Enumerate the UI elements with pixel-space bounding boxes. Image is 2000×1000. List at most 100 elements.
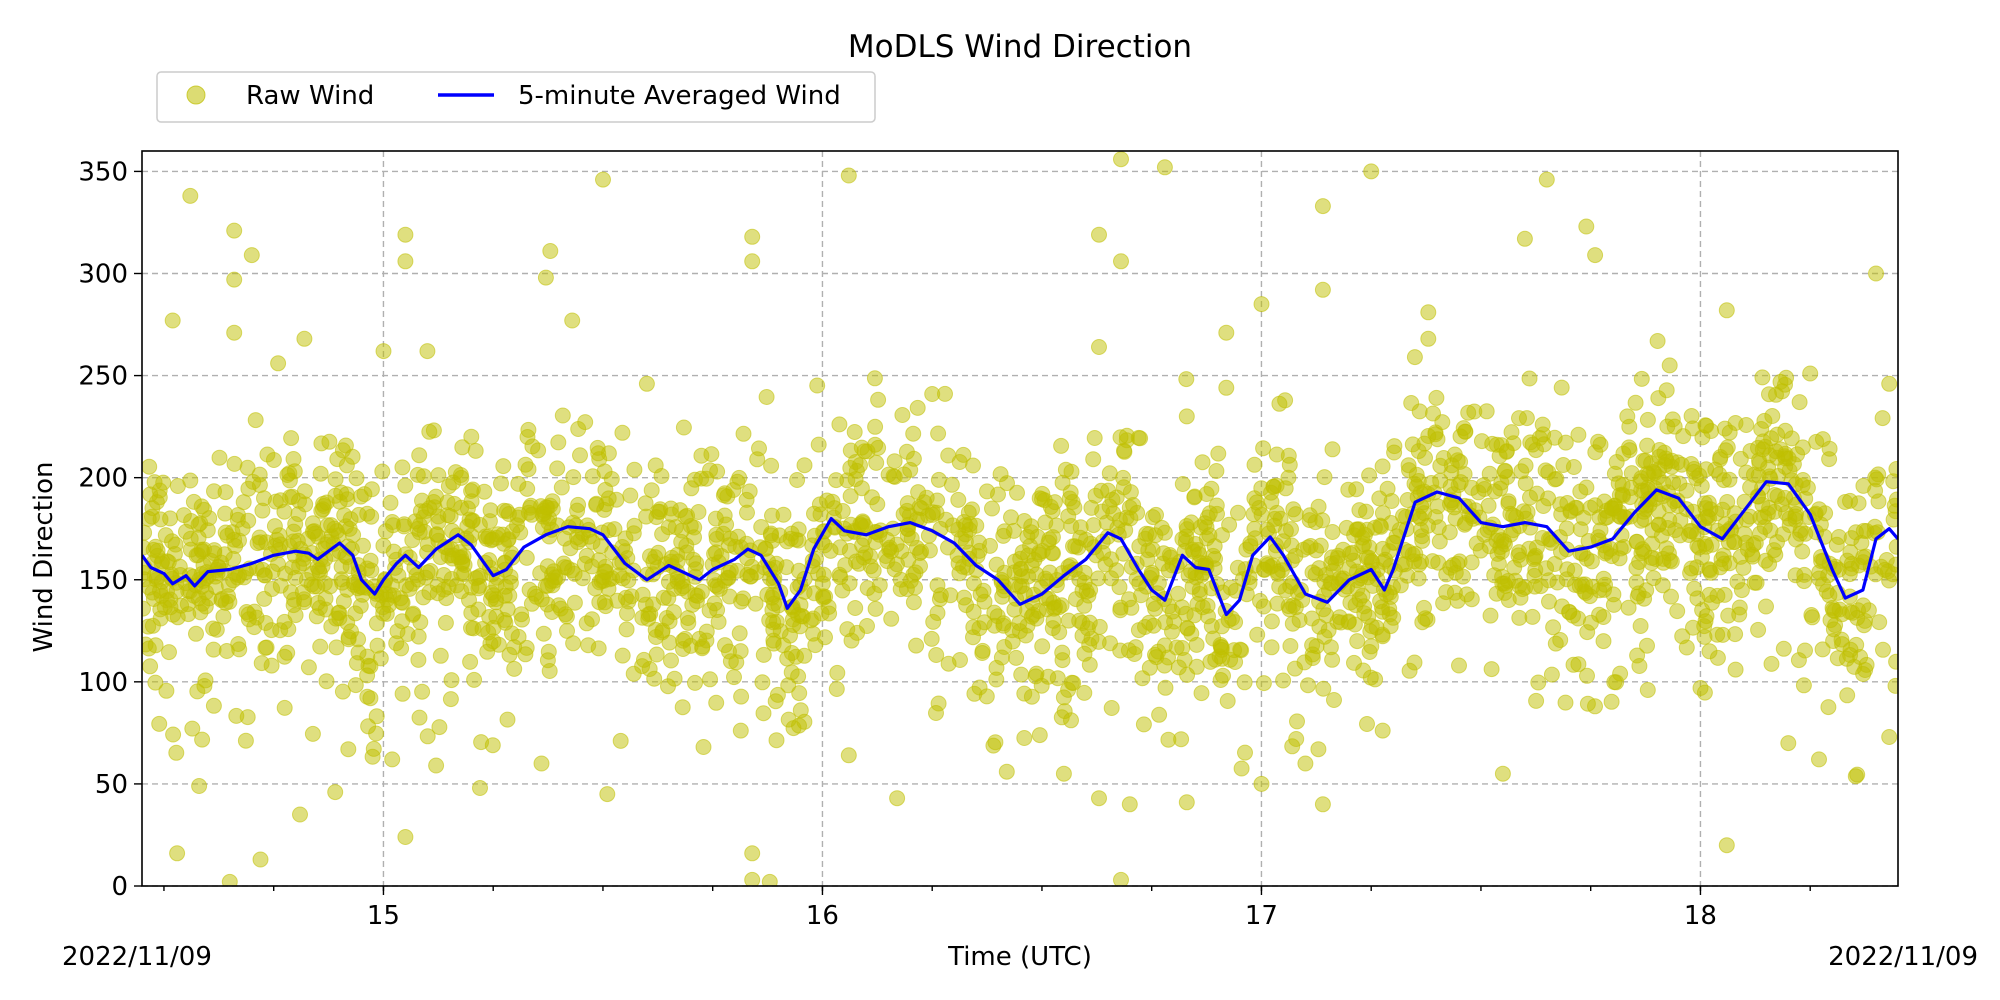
raw-wind-point [1289,713,1305,730]
raw-wind-point [1363,163,1380,180]
raw-wind-point [1718,837,1735,854]
raw-wind-point [1838,650,1855,667]
raw-wind-point [191,778,208,794]
raw-wind-point [1381,600,1398,617]
raw-wind-point [192,604,209,621]
raw-wind-point [1055,765,1072,782]
raw-wind-point [1359,716,1375,732]
raw-wind-point [312,465,329,482]
raw-wind-point [590,445,607,462]
raw-wind-point [1435,595,1452,612]
raw-wind-point [720,564,737,581]
raw-wind-point [226,222,243,239]
raw-wind-point [1140,542,1157,559]
raw-wind-point [1009,484,1025,501]
raw-wind-point [1763,655,1780,672]
raw-wind-point [1023,608,1040,625]
raw-wind-point [175,507,192,524]
raw-wind-point [1214,650,1231,667]
raw-wind-point [721,588,738,605]
raw-wind-point [208,621,225,638]
raw-wind-point [1255,561,1272,578]
averaged-wind-line [142,480,1898,617]
raw-wind-point [339,491,356,508]
raw-wind-point [588,495,605,512]
raw-wind-point [1212,672,1229,688]
raw-wind-point [1288,731,1305,747]
raw-wind-point [247,412,264,429]
raw-wind-point [1291,612,1308,629]
raw-wind-point [179,596,196,613]
raw-wind-point [638,375,655,392]
raw-wind-point [1639,637,1655,654]
raw-wind-point [1208,463,1225,479]
raw-wind-point [375,343,392,360]
raw-wind-point [280,621,297,638]
raw-wind-point [1183,625,1200,642]
raw-wind-point [1632,473,1649,490]
raw-wind-point [1497,462,1514,479]
raw-wind-point [1178,408,1195,425]
raw-wind-point [1787,508,1804,525]
raw-wind-point [842,488,859,505]
x-corner-label-right: 2022/11/09 [1828,942,1978,972]
raw-wind-point [1300,677,1316,694]
raw-wind-point [1478,403,1495,420]
raw-wind-point [1606,674,1623,691]
raw-wind-point [1281,601,1298,618]
raw-wind-point [570,496,587,513]
raw-wind-point [466,671,483,688]
raw-wind-point [540,577,556,594]
raw-wind-point [304,725,321,742]
raw-wind-point [1351,502,1368,519]
raw-wind-point [372,650,389,667]
raw-wind-point [226,455,243,472]
raw-wind-point [349,580,366,597]
y-tick-label: 150 [78,566,128,596]
raw-wind-point [282,489,299,506]
raw-wind-point [557,606,574,623]
raw-wind-point [814,575,831,592]
raw-wind-point [523,595,540,612]
raw-wind-point [271,527,288,544]
raw-wind-point [993,649,1010,666]
raw-wind-point [359,688,376,705]
raw-wind-point [1374,458,1391,475]
raw-wind-point [360,718,377,735]
raw-wind-point [1888,653,1898,670]
raw-wind-point [1855,477,1872,494]
raw-wind-point [1702,501,1719,518]
raw-wind-point [1750,439,1766,456]
raw-wind-point [318,673,335,690]
x-tick-label: 15 [367,901,400,931]
raw-wind-point [181,567,198,584]
raw-wind-point [1775,640,1792,657]
raw-wind-point [1028,566,1045,583]
raw-wind-point [634,586,651,603]
raw-wind-point [796,647,813,664]
raw-wind-point [1356,605,1373,622]
raw-wind-point [755,705,772,722]
raw-wind-point [1417,610,1434,627]
raw-wind-point [1874,410,1891,427]
raw-wind-point [1344,544,1361,561]
raw-wind-point [501,646,518,663]
raw-wind-point [651,503,668,520]
raw-wind-point [1517,457,1534,474]
raw-wind-point [846,424,863,440]
raw-wind-point [780,711,797,728]
raw-wind-point [1194,599,1211,616]
raw-wind-point [369,592,386,609]
raw-wind-point [142,510,157,527]
raw-wind-point [1645,570,1662,587]
raw-wind-point [1855,666,1872,682]
raw-wind-point [614,647,631,664]
raw-wind-point [687,674,703,691]
raw-wind-point [905,594,922,611]
raw-wind-point [663,549,680,566]
raw-wind-point [291,558,308,575]
raw-wind-point [731,625,748,642]
raw-wind-point [1420,330,1437,347]
raw-wind-point [264,581,281,597]
raw-wind-point [921,542,938,559]
